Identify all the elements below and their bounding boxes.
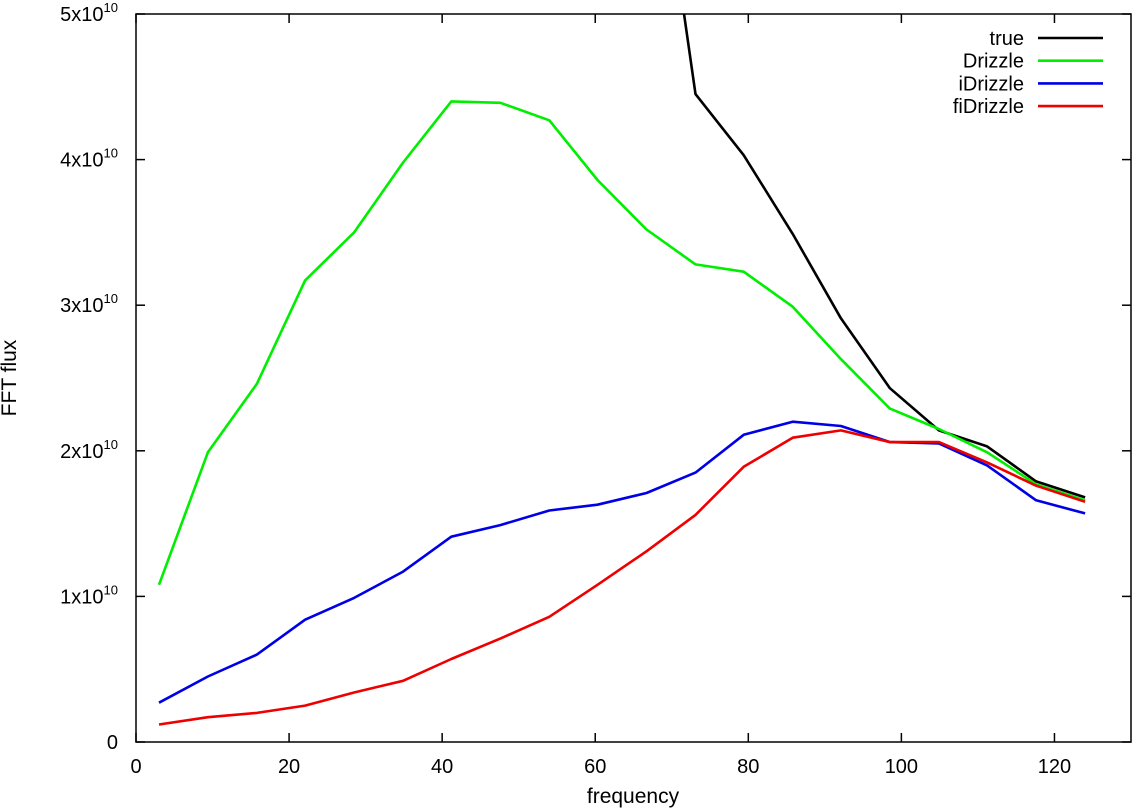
x-tick-label: 100: [885, 756, 918, 778]
x-tick-label: 120: [1038, 756, 1071, 778]
series-layer: [157, 14, 1086, 726]
legend-label-drizzle: Drizzle: [963, 51, 1024, 73]
y-tick-label: 5x1010: [60, 0, 118, 26]
x-axis: 0 20 40 60 80 100 120: [130, 14, 1071, 778]
y-tick-label-exponent: 10: [104, 146, 118, 161]
y-tick-label: 1x1010: [60, 582, 118, 608]
y-tick-label: 3x1010: [60, 291, 118, 317]
series-line-fidrizzle: [158, 429, 1086, 726]
legend-label-true: true: [990, 28, 1024, 50]
x-axis-title: frequency: [587, 785, 680, 808]
legend-label-fidrizzle: fiDrizzle: [953, 96, 1024, 118]
y-tick-label-exponent: 10: [104, 0, 118, 15]
x-tick-label: 40: [431, 756, 453, 778]
y-axis-title: FFT flux: [0, 339, 21, 416]
x-tick-label: 0: [130, 756, 141, 778]
y-tick-label-exponent: 10: [104, 437, 118, 452]
y-tick-label: 4x1010: [60, 146, 118, 172]
y-axis: 0 1x1010 2x1010 3x1010 4x1010 5x1010: [60, 0, 1131, 754]
series-line-drizzle: [157, 100, 1086, 586]
series-line-idrizzle: [158, 420, 1086, 704]
x-tick-label: 80: [737, 756, 759, 778]
plot-frame: [135, 13, 1132, 743]
x-tick-label: 60: [584, 756, 606, 778]
series-line-true: [682, 14, 1086, 499]
y-tick-label-exponent: 10: [104, 582, 118, 597]
y-tick-label-exponent: 10: [104, 291, 118, 306]
x-tick-label: 20: [278, 756, 300, 778]
legend-label-idrizzle: iDrizzle: [958, 73, 1024, 95]
y-tick-label: 0: [107, 732, 118, 754]
y-tick-label: 2x1010: [60, 437, 118, 463]
